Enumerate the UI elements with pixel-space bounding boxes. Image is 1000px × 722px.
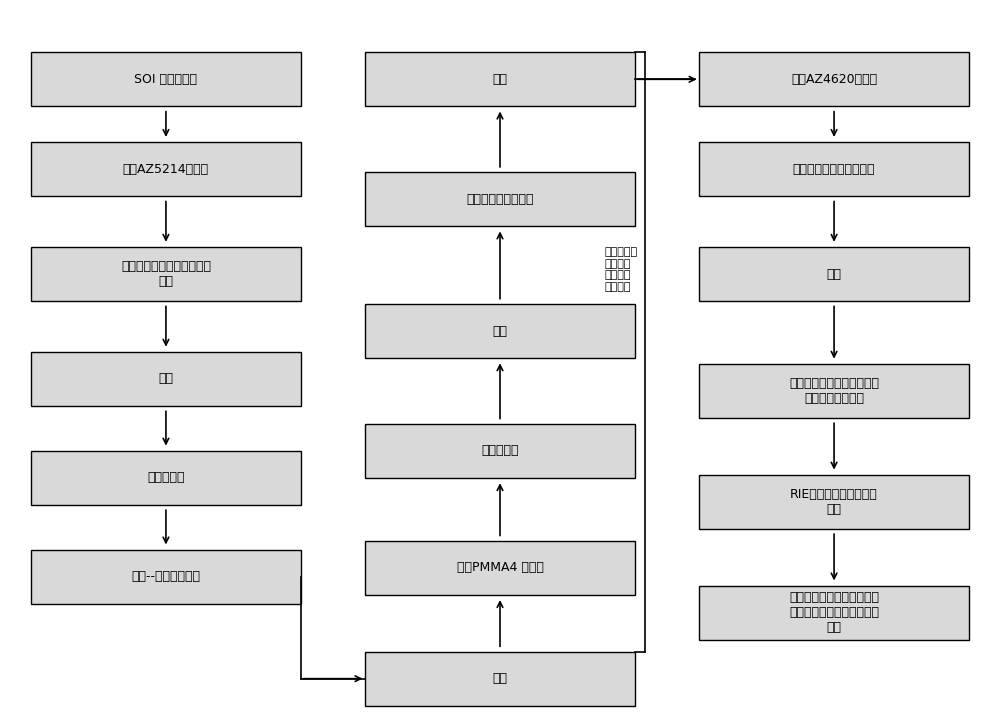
- Text: SOI 基片预处理: SOI 基片预处理: [134, 73, 197, 86]
- FancyBboxPatch shape: [31, 549, 301, 604]
- FancyBboxPatch shape: [365, 173, 635, 226]
- FancyBboxPatch shape: [365, 304, 635, 358]
- FancyBboxPatch shape: [699, 586, 969, 640]
- Text: 感应耦合等离子刻蚀（各向
同性刻蚀衬底硅，释放悬臂
梁）: 感应耦合等离子刻蚀（各向 同性刻蚀衬底硅，释放悬臂 梁）: [789, 591, 879, 634]
- Text: 涂覆AZ4620光刻胶: 涂覆AZ4620光刻胶: [791, 73, 877, 86]
- FancyBboxPatch shape: [31, 247, 301, 301]
- FancyBboxPatch shape: [365, 652, 635, 705]
- FancyBboxPatch shape: [365, 541, 635, 595]
- Text: 光刻（套刻悬臂梁结构）: 光刻（套刻悬臂梁结构）: [793, 162, 875, 175]
- Text: RIE刻蚀（埋氧层二氧化
硅）: RIE刻蚀（埋氧层二氧化 硅）: [790, 488, 878, 516]
- Text: 电子束光刻: 电子束光刻: [481, 445, 519, 458]
- Text: 显影: 显影: [827, 268, 842, 281]
- Text: 电子束蒸发: 电子束蒸发: [147, 471, 185, 484]
- FancyBboxPatch shape: [699, 364, 969, 418]
- Text: 去胶: 去胶: [492, 672, 508, 685]
- Text: 光刻（电子束标记和套刻标
记）: 光刻（电子束标记和套刻标 记）: [121, 260, 211, 288]
- Text: 剥离--得到标记图案: 剥离--得到标记图案: [131, 570, 200, 583]
- FancyBboxPatch shape: [699, 475, 969, 529]
- FancyBboxPatch shape: [365, 424, 635, 478]
- Text: 感应耦合等离子刻蚀（各向
异性刻蚀顶层硅）: 感应耦合等离子刻蚀（各向 异性刻蚀顶层硅）: [789, 377, 879, 405]
- Text: 显影: 显影: [492, 324, 508, 337]
- Text: 重复两次，
分别得到
波导和光
栅结构。: 重复两次， 分别得到 波导和光 栅结构。: [605, 247, 638, 292]
- FancyBboxPatch shape: [31, 142, 301, 196]
- FancyBboxPatch shape: [699, 142, 969, 196]
- Text: 去胶: 去胶: [492, 73, 508, 86]
- FancyBboxPatch shape: [699, 52, 969, 106]
- Text: 涂覆PMMA4 光刻胶: 涂覆PMMA4 光刻胶: [457, 561, 543, 574]
- Text: 感应耦合等离子刻蚀: 感应耦合等离子刻蚀: [466, 193, 534, 206]
- Text: 涂覆AZ5214光刻胶: 涂覆AZ5214光刻胶: [123, 162, 209, 175]
- FancyBboxPatch shape: [31, 52, 301, 106]
- FancyBboxPatch shape: [365, 52, 635, 106]
- Text: 显影: 显影: [158, 373, 173, 386]
- FancyBboxPatch shape: [699, 247, 969, 301]
- FancyBboxPatch shape: [31, 352, 301, 406]
- FancyBboxPatch shape: [31, 451, 301, 505]
